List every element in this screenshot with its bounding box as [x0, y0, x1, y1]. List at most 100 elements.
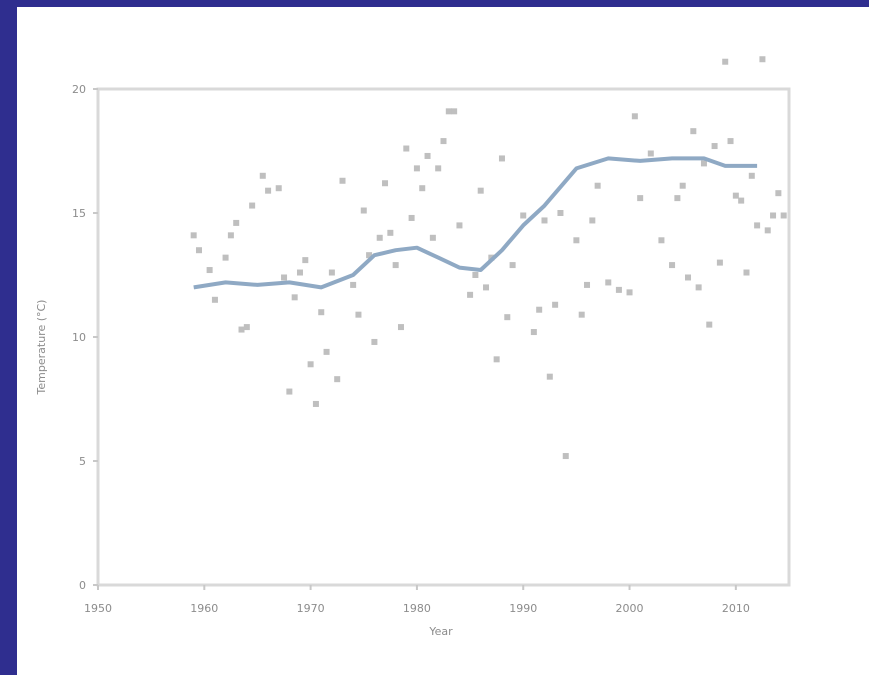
data-point [371, 338, 378, 345]
chart-canvas: 1950 1960 1970 1980 1990 2000 2010 0 5 10 15 20 Ye… [17, 7, 869, 675]
x-tick-label: 1970 [297, 602, 325, 615]
data-point [669, 262, 676, 269]
trend-line [193, 156, 758, 290]
y-axis: 0 5 10 15 20 [72, 83, 98, 592]
data-point [493, 356, 500, 363]
data-point [759, 56, 766, 63]
data-point [770, 212, 777, 219]
x-tick-label: 1960 [190, 602, 218, 615]
y-tick-label: 5 [79, 455, 86, 468]
data-point [584, 281, 591, 288]
data-point [318, 309, 325, 316]
x-tick-label: 2010 [722, 602, 750, 615]
data-point [530, 329, 537, 336]
data-point [350, 281, 357, 288]
data-point [626, 289, 633, 296]
data-point [222, 254, 229, 261]
x-tick-label: 1950 [84, 602, 112, 615]
data-point [275, 185, 282, 192]
x-tick-label: 1980 [403, 602, 431, 615]
data-point [397, 324, 404, 331]
data-point [748, 172, 755, 179]
data-point [536, 306, 543, 313]
data-point [541, 217, 548, 224]
data-point [498, 155, 505, 162]
data-point [376, 234, 383, 241]
data-point [589, 217, 596, 224]
data-point [291, 294, 298, 301]
data-point [578, 311, 585, 318]
data-point [419, 185, 426, 192]
data-point [509, 262, 516, 269]
data-point [312, 400, 319, 407]
data-point [716, 259, 723, 266]
temperature-chart: 1950 1960 1970 1980 1990 2000 2010 0 5 10 15 20 Ye… [35, 56, 791, 638]
data-point [690, 128, 697, 135]
data-point [286, 388, 293, 395]
data-point [685, 274, 692, 281]
data-point [206, 267, 213, 274]
data-point [360, 207, 367, 214]
data-point [408, 214, 415, 221]
data-point [647, 150, 654, 157]
data-point [674, 195, 681, 202]
data-point [631, 113, 638, 120]
data-point [243, 324, 250, 331]
data-point [520, 212, 527, 219]
data-point [658, 237, 665, 244]
data-point [775, 190, 782, 197]
data-point [366, 252, 373, 259]
data-point [727, 138, 734, 145]
data-point [307, 361, 314, 368]
data-point [445, 108, 452, 115]
data-point [323, 348, 330, 355]
data-point [190, 232, 197, 239]
data-point [546, 373, 553, 380]
plot-frame [96, 87, 791, 587]
data-point [435, 165, 442, 172]
data-point [504, 314, 511, 321]
data-point [387, 229, 394, 236]
data-point [429, 234, 436, 241]
data-point [302, 257, 309, 264]
data-point [424, 152, 431, 159]
data-point [743, 269, 750, 276]
data-point [355, 311, 362, 318]
data-point [281, 274, 288, 281]
data-point [259, 172, 266, 179]
data-point [754, 222, 761, 229]
data-point [615, 286, 622, 293]
data-point [780, 212, 787, 219]
data-point [392, 262, 399, 269]
data-point [328, 269, 335, 276]
data-point [637, 195, 644, 202]
data-point [456, 222, 463, 229]
data-point [440, 138, 447, 145]
data-point [679, 182, 686, 189]
data-point [296, 269, 303, 276]
data-point [552, 301, 559, 308]
x-tick-label: 2000 [616, 602, 644, 615]
data-point [339, 177, 346, 184]
data-point [764, 227, 771, 234]
data-point [227, 232, 234, 239]
data-point [722, 58, 729, 65]
data-point [472, 272, 479, 278]
data-point [403, 145, 410, 152]
data-point [413, 165, 420, 172]
data-point [265, 187, 272, 194]
x-axis-title: Year [428, 625, 453, 638]
x-tick-label: 1990 [509, 602, 537, 615]
data-point [249, 202, 256, 209]
data-point [557, 210, 564, 216]
data-point [732, 192, 739, 199]
data-point [451, 108, 458, 115]
data-point [211, 296, 218, 303]
data-point [738, 197, 745, 204]
y-tick-label: 15 [72, 207, 86, 220]
x-axis: 1950 1960 1970 1980 1990 2000 2010 [84, 585, 750, 615]
data-point [594, 182, 601, 189]
data-point [711, 143, 718, 150]
data-point [382, 180, 389, 187]
data-point [483, 284, 490, 291]
